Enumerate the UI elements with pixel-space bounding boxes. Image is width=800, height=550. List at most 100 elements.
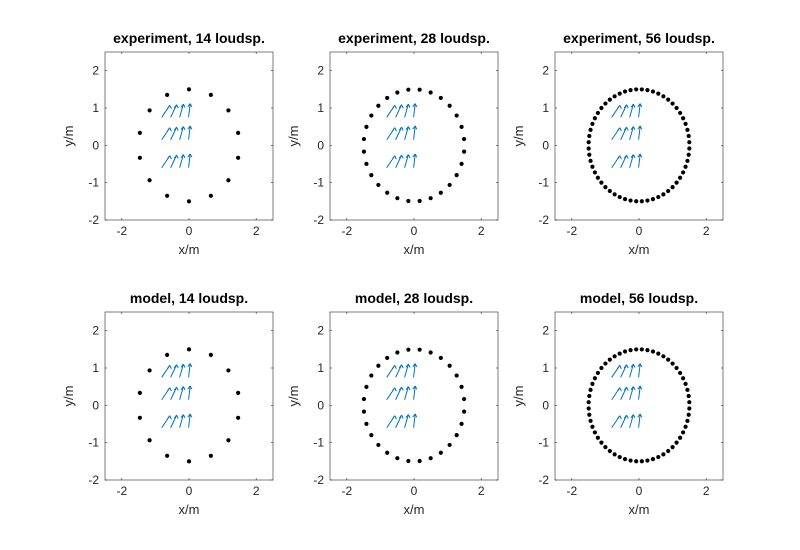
field-arrow-head bbox=[637, 103, 641, 108]
field-arrow-head bbox=[394, 105, 397, 109]
field-arrow-shaft bbox=[413, 103, 416, 118]
loudspeaker-point bbox=[685, 418, 690, 423]
loudspeaker-point bbox=[661, 354, 666, 359]
loudspeaker-point bbox=[428, 196, 433, 201]
loudspeaker-point bbox=[634, 87, 639, 92]
field-arrow-head bbox=[639, 363, 643, 368]
loudspeaker-point bbox=[376, 182, 381, 188]
loudspeaker-point bbox=[364, 161, 369, 166]
x-axis-label: x/m bbox=[179, 502, 200, 517]
panel-title: model, 56 loudsp. bbox=[580, 290, 698, 306]
field-arrow-shaft bbox=[638, 103, 641, 118]
y-axis-label: y/m bbox=[511, 386, 526, 407]
field-arrow-shaft bbox=[179, 363, 184, 378]
y-tick-label: 0 bbox=[542, 398, 549, 412]
field-arrow bbox=[161, 415, 172, 429]
field-arrow-head bbox=[189, 385, 193, 390]
field-arrow bbox=[412, 363, 418, 378]
field-arrow-head bbox=[391, 387, 396, 392]
loudspeaker-point bbox=[417, 347, 422, 352]
field-arrow-head bbox=[398, 386, 403, 391]
field-arrow-head bbox=[637, 125, 641, 130]
field-arrow-head bbox=[173, 104, 178, 109]
field-arrow-head bbox=[405, 363, 409, 368]
y-tick-label: 1 bbox=[542, 101, 549, 115]
loudspeaker-point bbox=[236, 415, 241, 420]
loudspeaker-point bbox=[417, 458, 422, 464]
y-axis-label: y/m bbox=[286, 126, 301, 147]
field-arrow-head bbox=[187, 385, 191, 390]
x-tick-label: 0 bbox=[636, 484, 643, 498]
field-arrow bbox=[404, 386, 411, 400]
field-arrow-head bbox=[405, 126, 409, 131]
loudspeaker-point bbox=[674, 365, 679, 371]
loudspeaker-point bbox=[656, 351, 661, 356]
subplot-3: -2 0 2 -2 -1 0 1 2 x/m y/m experiment, 56 loudsp. bbox=[511, 30, 724, 257]
field-arrow-head bbox=[626, 104, 629, 109]
field-arrow-head bbox=[414, 385, 418, 390]
field-arrow bbox=[629, 126, 636, 140]
field-arrow bbox=[637, 363, 643, 378]
field-arrow-head bbox=[189, 363, 193, 368]
loudspeaker-point bbox=[678, 110, 683, 116]
loudspeaker-point bbox=[681, 376, 686, 381]
field-arrow-head bbox=[623, 154, 627, 159]
field-arrow-head bbox=[623, 386, 627, 391]
loudspeaker-point bbox=[683, 121, 688, 127]
loudspeaker-point bbox=[385, 450, 390, 455]
field-arrow bbox=[187, 413, 193, 428]
loudspeaker-point bbox=[622, 197, 628, 202]
field-arrow-shaft bbox=[638, 125, 641, 140]
field-arrow-head bbox=[617, 387, 621, 392]
field-arrow-head bbox=[623, 126, 627, 131]
field-arrow-head bbox=[617, 155, 621, 160]
field-arrow bbox=[179, 126, 186, 140]
loudspeaker-point bbox=[599, 365, 604, 371]
panel-title: experiment, 56 loudsp. bbox=[563, 30, 715, 46]
loudspeaker-point bbox=[595, 370, 600, 376]
loudspeaker-point bbox=[395, 456, 400, 461]
y-tick-label: 2 bbox=[317, 64, 324, 78]
field-arrow-head bbox=[398, 154, 403, 159]
loudspeaker-point bbox=[687, 400, 692, 405]
loudspeaker-point bbox=[226, 438, 231, 443]
x-axis-label: x/m bbox=[404, 502, 425, 517]
field-arrow-shaft bbox=[413, 385, 416, 400]
field-arrow bbox=[187, 363, 193, 378]
field-arrow-shaft bbox=[638, 413, 641, 428]
loudspeaker-point bbox=[656, 454, 661, 460]
field-arrow-head bbox=[619, 415, 622, 420]
x-axis-label: x/m bbox=[179, 242, 200, 257]
loudspeaker-point bbox=[137, 155, 142, 160]
field-arrow-head bbox=[176, 364, 179, 369]
field-arrow bbox=[395, 414, 404, 428]
field-arrow-shaft bbox=[413, 413, 416, 428]
loudspeaker-point bbox=[395, 90, 400, 95]
loudspeaker-point bbox=[612, 452, 617, 457]
loudspeaker-point bbox=[592, 430, 597, 435]
field-arrow-head bbox=[166, 365, 171, 369]
y-tick-label: -1 bbox=[88, 176, 99, 190]
loudspeaker-point bbox=[628, 458, 633, 463]
loudspeaker-point bbox=[661, 192, 666, 197]
field-arrow-head bbox=[626, 386, 629, 391]
y-tick-label: 1 bbox=[317, 361, 324, 375]
x-tick-label: 0 bbox=[186, 484, 193, 498]
loudspeaker-point bbox=[666, 357, 671, 362]
x-tick-label: 2 bbox=[703, 224, 710, 238]
field-arrow-shaft bbox=[188, 413, 191, 428]
field-arrow-shaft bbox=[629, 414, 634, 428]
field-arrow-head bbox=[412, 125, 416, 130]
loudspeaker-point bbox=[588, 418, 593, 423]
y-tick-label: 0 bbox=[542, 138, 549, 152]
loudspeaker-point bbox=[137, 390, 142, 395]
y-tick-label: -2 bbox=[538, 473, 549, 487]
field-arrow-head bbox=[632, 386, 636, 391]
loudspeaker-point bbox=[670, 444, 675, 450]
field-arrow-head bbox=[189, 125, 193, 130]
field-arrow bbox=[404, 126, 411, 140]
field-arrow-head bbox=[398, 364, 403, 369]
field-arrow bbox=[620, 104, 629, 118]
field-arrow-shaft bbox=[404, 414, 409, 428]
loudspeaker-point bbox=[674, 180, 679, 185]
